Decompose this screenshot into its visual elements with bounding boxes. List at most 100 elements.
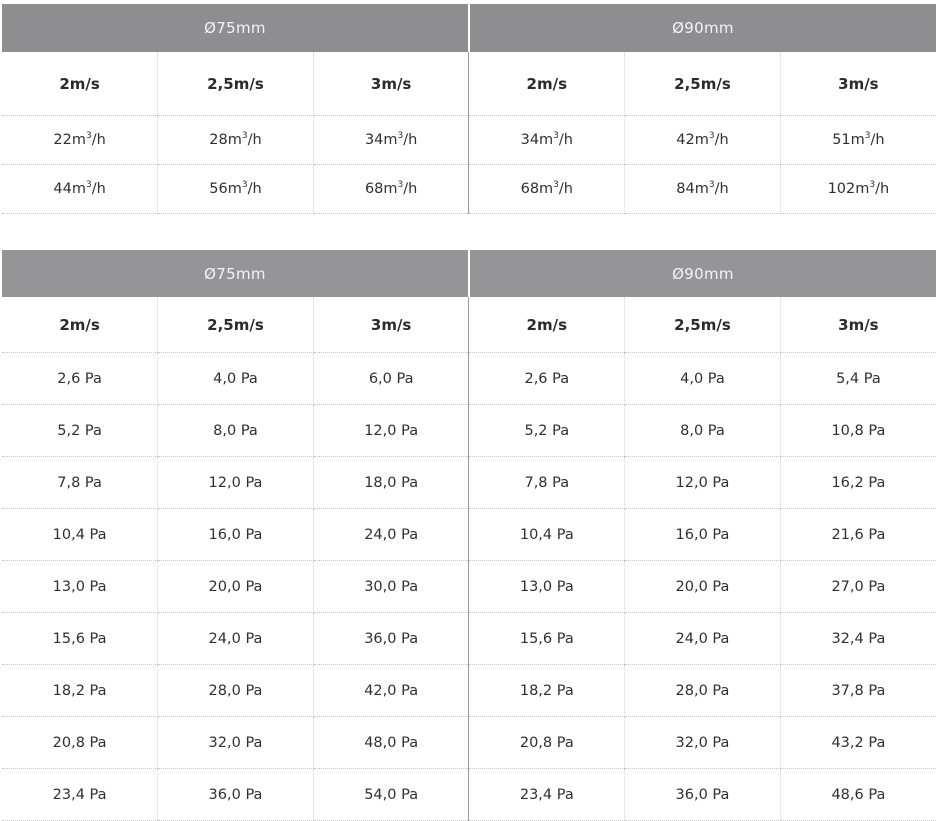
flow-rate-table: Ø75mm Ø90mm 2m/s 2,5m/s 3m/s 2m/s 2,5m/s… bbox=[2, 4, 936, 214]
pressure-cell: 2,6 Pa bbox=[468, 352, 626, 405]
pressure-cell: 20,0 Pa bbox=[624, 560, 781, 613]
flow-unit: m bbox=[71, 181, 86, 197]
flow-unit-exponent: 3 bbox=[397, 131, 404, 141]
pressure-cell: 37,8 Pa bbox=[780, 664, 936, 717]
flow-value: 34 bbox=[364, 132, 384, 148]
pressure-cell: 18,2 Pa bbox=[468, 664, 626, 717]
flow-cell: 56m3/h bbox=[157, 164, 314, 214]
pressure-cell: 32,4 Pa bbox=[780, 612, 936, 665]
pressure-cell: 18,2 Pa bbox=[2, 664, 159, 717]
flow-unit-suffix: /h bbox=[91, 132, 106, 148]
table-row: 13,0 Pa 20,0 Pa 30,0 Pa 13,0 Pa 20,0 Pa 27,0 … bbox=[2, 560, 936, 613]
flow-unit-exponent: 3 bbox=[241, 131, 248, 141]
flow-unit-suffix: /h bbox=[558, 181, 573, 197]
flow-speed-header: 2m/s bbox=[2, 52, 159, 116]
pressure-cell: 20,0 Pa bbox=[157, 560, 314, 613]
pressure-cell: 23,4 Pa bbox=[2, 768, 159, 821]
pressure-cell: 28,0 Pa bbox=[624, 664, 781, 717]
flow-value: 44 bbox=[53, 181, 72, 197]
pressure-cell: 15,6 Pa bbox=[2, 612, 159, 665]
flow-value: 34 bbox=[520, 132, 540, 148]
pressure-cell: 30,0 Pa bbox=[313, 560, 470, 613]
pressure-cell: 24,0 Pa bbox=[157, 612, 314, 665]
flow-unit-suffix: /h bbox=[403, 181, 418, 197]
pressure-cell: 48,0 Pa bbox=[313, 716, 470, 769]
flow-speed-header: 2,5m/s bbox=[157, 52, 314, 116]
pressure-cell: 12,0 Pa bbox=[157, 456, 314, 509]
table-row: 23,4 Pa 36,0 Pa 54,0 Pa 23,4 Pa 36,0 Pa 48,6 … bbox=[2, 768, 936, 821]
pressure-cell: 48,6 Pa bbox=[780, 768, 936, 821]
flow-value: 102 bbox=[827, 181, 856, 197]
flow-cell: 102m3/h bbox=[780, 164, 936, 214]
pressure-speed-header: 2m/s bbox=[468, 297, 626, 353]
pressure-group-header-row: Ø75mm Ø90mm bbox=[2, 250, 936, 297]
pressure-loss-table: Ø75mm Ø90mm 2m/s 2,5m/s 3m/s 2m/s 2,5m/s… bbox=[2, 250, 936, 821]
pressure-speed-header: 3m/s bbox=[780, 297, 936, 353]
pressure-cell: 21,6 Pa bbox=[780, 508, 936, 561]
flow-unit: m bbox=[539, 181, 554, 197]
pressure-cell: 20,8 Pa bbox=[468, 716, 626, 769]
flow-value: 42 bbox=[676, 132, 695, 148]
flow-value: 22 bbox=[53, 132, 72, 148]
pressure-cell: 20,8 Pa bbox=[2, 716, 159, 769]
flow-unit: m bbox=[850, 132, 865, 148]
pressure-cell: 27,0 Pa bbox=[780, 560, 936, 613]
flow-unit-exponent: 3 bbox=[708, 180, 715, 190]
pressure-cell: 10,4 Pa bbox=[468, 508, 626, 561]
pressure-cell: 43,2 Pa bbox=[780, 716, 936, 769]
flow-unit-exponent: 3 bbox=[85, 131, 92, 141]
pressure-speed-header: 2,5m/s bbox=[624, 297, 781, 353]
pressure-cell: 12,0 Pa bbox=[313, 404, 470, 457]
flow-unit-exponent: 3 bbox=[85, 180, 92, 190]
pressure-cell: 6,0 Pa bbox=[313, 352, 470, 405]
flow-value: 56 bbox=[209, 181, 228, 197]
flow-unit-suffix: /h bbox=[714, 181, 729, 197]
flow-value: 68 bbox=[364, 181, 384, 197]
pressure-cell: 10,8 Pa bbox=[780, 404, 936, 457]
pressure-cell: 5,2 Pa bbox=[2, 404, 159, 457]
table-row: 15,6 Pa 24,0 Pa 36,0 Pa 15,6 Pa 24,0 Pa 32,4 … bbox=[2, 612, 936, 665]
table-row: 5,2 Pa 8,0 Pa 12,0 Pa 5,2 Pa 8,0 Pa 10,8 Pa bbox=[2, 404, 936, 457]
pressure-cell: 23,4 Pa bbox=[468, 768, 626, 821]
flow-cell: 44m3/h bbox=[2, 164, 159, 214]
flow-unit-exponent: 3 bbox=[864, 131, 871, 141]
flow-value: 68 bbox=[520, 181, 540, 197]
flow-unit-suffix: /h bbox=[91, 181, 106, 197]
pressure-cell: 16,0 Pa bbox=[624, 508, 781, 561]
table-row: 18,2 Pa 28,0 Pa 42,0 Pa 18,2 Pa 28,0 Pa 37,8 … bbox=[2, 664, 936, 717]
flow-unit-suffix: /h bbox=[247, 132, 262, 148]
flow-unit-exponent: 3 bbox=[553, 131, 559, 141]
pressure-cell: 54,0 Pa bbox=[313, 768, 470, 821]
flow-unit: m bbox=[227, 132, 242, 148]
pressure-cell: 4,0 Pa bbox=[624, 352, 781, 405]
flow-cell: 42m3/h bbox=[624, 115, 781, 165]
pressure-table-body: 2,6 Pa 4,0 Pa 6,0 Pa 2,6 Pa 4,0 Pa 5,4 Pa 5,2 … bbox=[2, 352, 936, 821]
pressure-cell: 13,0 Pa bbox=[2, 560, 159, 613]
flow-speed-header-row: 2m/s 2,5m/s 3m/s 2m/s 2,5m/s 3m/s bbox=[2, 52, 936, 116]
pressure-cell: 10,4 Pa bbox=[2, 508, 159, 561]
flow-group-header-row: Ø75mm Ø90mm bbox=[2, 4, 936, 52]
flow-unit-suffix: /h bbox=[875, 181, 890, 197]
flow-cell: 28m3/h bbox=[157, 115, 314, 165]
pressure-cell: 24,0 Pa bbox=[624, 612, 781, 665]
pressure-cell: 28,0 Pa bbox=[157, 664, 314, 717]
pressure-cell: 12,0 Pa bbox=[624, 456, 781, 509]
pressure-cell: 36,0 Pa bbox=[313, 612, 470, 665]
table-row: 22m3/h 28m3/h 34m3/h 34m3/h 42m3/h 51m3/h bbox=[2, 115, 936, 165]
pressure-speed-header-row: 2m/s 2,5m/s 3m/s 2m/s 2,5m/s 3m/s bbox=[2, 297, 936, 353]
flow-unit-exponent: 3 bbox=[869, 180, 876, 190]
pressure-cell: 8,0 Pa bbox=[157, 404, 314, 457]
pressure-cell: 15,6 Pa bbox=[468, 612, 626, 665]
flow-unit-exponent: 3 bbox=[708, 131, 715, 141]
flow-speed-header: 2,5m/s bbox=[624, 52, 781, 116]
pressure-cell: 13,0 Pa bbox=[468, 560, 626, 613]
pressure-speed-header: 3m/s bbox=[313, 297, 470, 353]
flow-group-header-75: Ø75mm bbox=[2, 4, 470, 52]
flow-value: 28 bbox=[209, 132, 228, 148]
pressure-cell: 7,8 Pa bbox=[468, 456, 626, 509]
table-row: 44m3/h 56m3/h 68m3/h 68m3/h 84m3/h 102m3/h bbox=[2, 164, 936, 214]
flow-cell: 51m3/h bbox=[780, 115, 936, 165]
flow-cell: 34m3/h bbox=[313, 115, 470, 165]
table-row: 7,8 Pa 12,0 Pa 18,0 Pa 7,8 Pa 12,0 Pa 16,2 Pa bbox=[2, 456, 936, 509]
pressure-cell: 24,0 Pa bbox=[313, 508, 470, 561]
